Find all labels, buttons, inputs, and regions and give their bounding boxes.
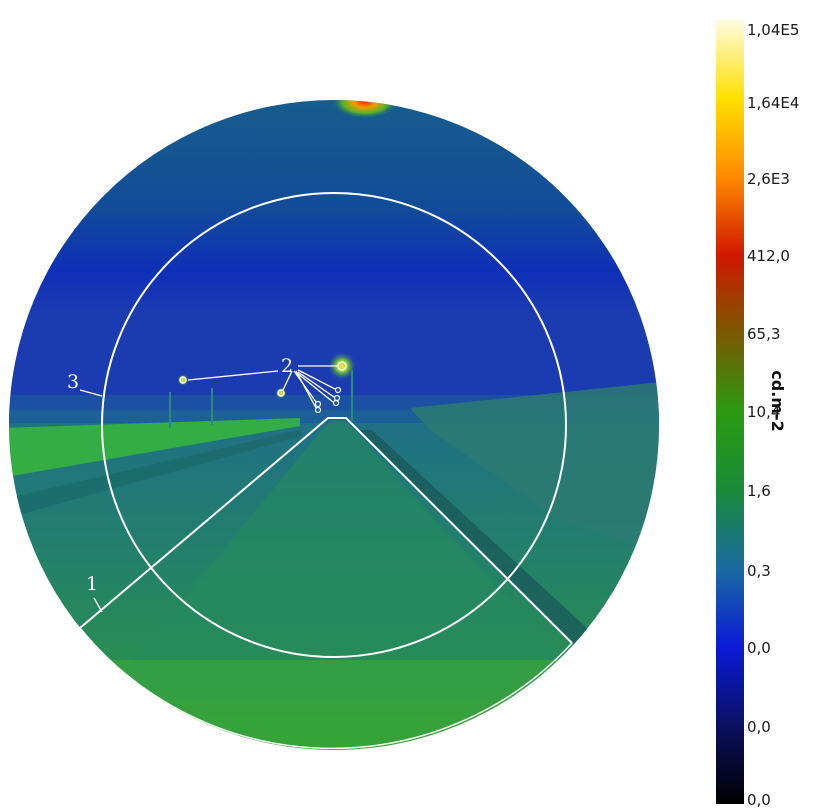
colorbar-tick-label: 0,0: [747, 791, 771, 809]
leader-line: [282, 370, 293, 391]
light-source-marker: [332, 399, 340, 407]
lamp-glow: [328, 352, 356, 380]
right-wall: [410, 380, 659, 560]
annotation-label-field-of-view: 3: [67, 371, 79, 393]
colorbar-unit-label: cd.m-2: [768, 370, 787, 432]
top-light-glow: [333, 100, 397, 118]
field-of-view-circle: [101, 192, 567, 658]
colorbar-tick-label: 1,04E5: [747, 21, 800, 39]
lane-stripe: [360, 430, 600, 650]
leader-line: [297, 369, 336, 390]
colorbar-tick-label: 1,6: [747, 482, 771, 500]
leader-line: [297, 371, 335, 398]
colorbar-tick-label: 0,0: [747, 718, 771, 736]
light-source-marker: [334, 386, 342, 394]
colorbar-gradient: [716, 20, 744, 804]
lamp-glow-small: [177, 374, 189, 386]
annotation-label-light-sources: 2: [281, 355, 293, 377]
colorbar-tick-label: 65,3: [747, 325, 781, 343]
light-source-marker: [314, 406, 322, 414]
light-source-marker: [277, 389, 285, 397]
light-source-marker: [314, 400, 322, 408]
left-verge: [9, 418, 300, 478]
lamp-glow-small: [275, 387, 287, 399]
leader-line: [187, 370, 279, 381]
colorbar-tick-label: 2,6E3: [747, 170, 790, 188]
foreground-bright: [9, 660, 659, 750]
colorbar-tick-label: 0,0: [747, 639, 771, 657]
fisheye-rim: [79, 627, 573, 750]
leader-line: [93, 597, 103, 613]
road-area-outline: [79, 417, 573, 644]
leader-line: [79, 389, 103, 397]
leader-line: [296, 372, 334, 403]
annotation-overlays: [79, 192, 573, 658]
colorbar-tick-label: 10,4: [747, 403, 781, 421]
shoulder-line: [9, 430, 302, 520]
colorbar-tick-label: 0,3: [747, 562, 771, 580]
leader-line: [295, 370, 317, 409]
annotation-label-road-area: 1: [86, 573, 98, 595]
colorbar-tick-label: 412,0: [747, 247, 790, 265]
colorbar-tick-label: 1,64E4: [747, 94, 800, 112]
light-source-marker: [179, 376, 187, 384]
